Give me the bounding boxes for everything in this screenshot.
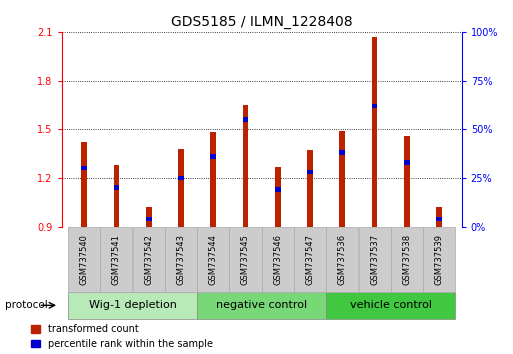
Bar <box>340 150 345 155</box>
Bar <box>307 170 313 174</box>
Title: GDS5185 / ILMN_1228408: GDS5185 / ILMN_1228408 <box>171 16 352 29</box>
Bar <box>178 149 184 227</box>
Text: vehicle control: vehicle control <box>350 300 432 310</box>
Text: GSM737546: GSM737546 <box>273 234 282 285</box>
Bar <box>404 136 410 227</box>
Bar <box>113 185 120 190</box>
Bar <box>146 217 151 221</box>
Bar <box>275 187 281 192</box>
Text: GSM737544: GSM737544 <box>209 234 218 285</box>
Text: negative control: negative control <box>216 300 307 310</box>
Bar <box>243 117 248 122</box>
Text: GSM737538: GSM737538 <box>402 234 411 285</box>
Bar <box>436 207 442 227</box>
Bar <box>307 150 313 227</box>
Bar <box>81 142 87 227</box>
Bar <box>436 217 442 221</box>
Legend: transformed count, percentile rank within the sample: transformed count, percentile rank withi… <box>30 324 213 349</box>
Bar <box>146 207 151 227</box>
Bar <box>340 131 345 227</box>
Text: GSM737543: GSM737543 <box>176 234 186 285</box>
Bar <box>371 104 378 108</box>
Text: GSM737542: GSM737542 <box>144 234 153 285</box>
Text: GSM737536: GSM737536 <box>338 234 347 285</box>
Text: GSM737541: GSM737541 <box>112 234 121 285</box>
Text: GSM737547: GSM737547 <box>306 234 314 285</box>
Bar <box>275 166 281 227</box>
Text: protocol: protocol <box>5 300 48 310</box>
Bar <box>178 176 184 180</box>
Bar <box>210 154 216 159</box>
Bar <box>210 132 216 227</box>
Text: GSM737537: GSM737537 <box>370 234 379 285</box>
Bar <box>81 166 87 170</box>
Bar <box>113 165 120 227</box>
Bar <box>371 37 378 227</box>
Bar <box>243 105 248 227</box>
Text: GSM737540: GSM737540 <box>80 234 89 285</box>
Text: GSM737539: GSM737539 <box>435 234 444 285</box>
Text: Wig-1 depletion: Wig-1 depletion <box>89 300 176 310</box>
Bar <box>404 160 410 165</box>
Text: GSM737545: GSM737545 <box>241 234 250 285</box>
